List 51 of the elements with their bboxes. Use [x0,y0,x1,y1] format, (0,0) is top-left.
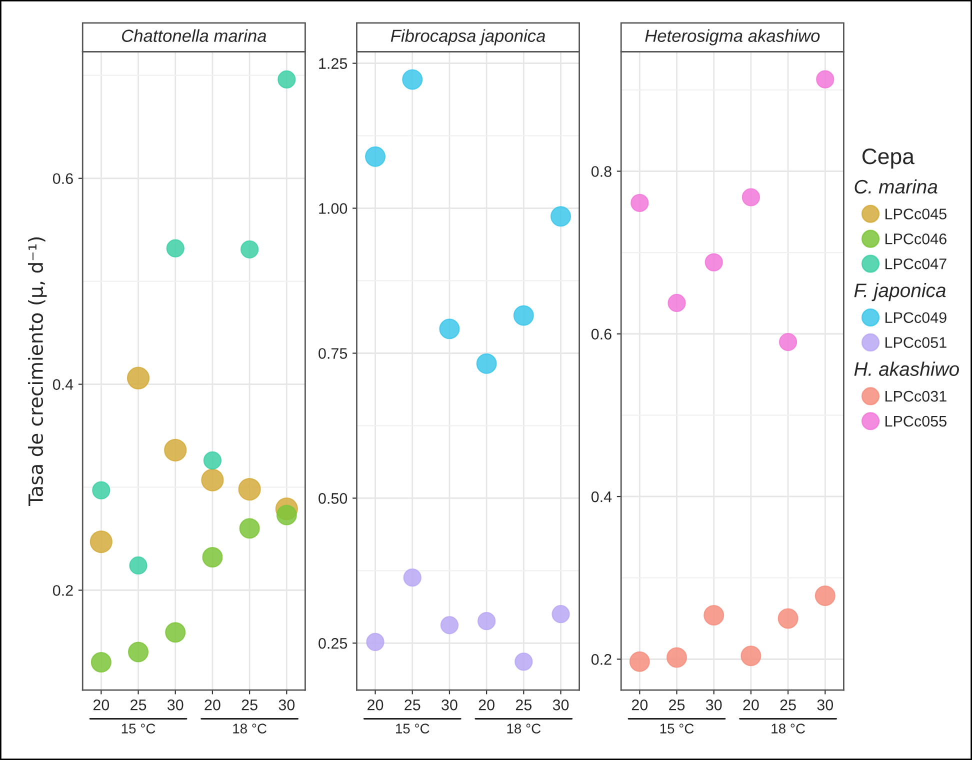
chart-title: Fibrocapsa japonica [390,29,546,46]
x-tick-label: 25 [404,700,420,710]
y-tick-label: 0.6 [591,328,612,340]
x-tick-label: 20 [368,700,384,710]
y-tick-label: 1.00 [319,203,348,214]
y-tick-label: 1.25 [319,58,348,69]
y-tick-label: 0.50 [318,493,348,504]
x-tick-label: 20 [93,700,110,710]
legend-label: LPCc031 [886,390,946,402]
y-axis-title: Tasa de crecimiento (μ, d⁻¹) [28,237,47,506]
y-tick-label: 0.8 [591,166,612,177]
chart-title: Chattonella marina [122,29,266,42]
text: 18 °C [233,724,266,734]
text: 15 °C [122,724,156,734]
x-tick-label: 30 [552,700,569,710]
x-tick-label: 25 [242,700,258,710]
x-tick-label: 25 [130,700,146,710]
y-tick-label: 0.25 [318,638,348,649]
chart-title: Heterosigma akashiwo [645,29,820,46]
legend-label: LPCc046 [886,234,946,244]
legend-label: LPCc055 [886,416,946,427]
text: H. akashiwo [854,362,959,376]
text: 18 °C [772,724,805,734]
legend-label: LPCc045 [886,208,946,220]
x-tick-label: 20 [743,700,759,710]
y-tick-label: 0.2 [52,585,73,596]
x-tick-label: 30 [167,700,184,710]
text: 15 °C [396,724,430,734]
x-tick-label: 20 [204,700,220,710]
y-tick-label: 0.6 [52,173,73,184]
y-tick-label: 0.75 [318,348,348,359]
x-tick-label: 20 [632,700,648,710]
x-tick-label: 30 [442,700,458,710]
y-tick-label: 0.4 [52,379,74,390]
legend-label: LPCc051 [886,337,946,348]
x-tick-label: 25 [516,700,532,710]
text: C. marina [854,179,938,194]
text: 18 °C [507,724,541,734]
legend-label: LPCc049 [886,312,946,324]
x-tick-label: 30 [706,700,722,710]
x-tick-label: 20 [478,700,494,710]
text: 15 °C [660,724,694,734]
x-tick-label: 30 [278,700,295,710]
x-tick-label: 25 [669,700,685,710]
legend-label: LPCc047 [886,258,946,270]
text: F. japonica [854,282,946,302]
legend-title: Cepa [862,148,914,169]
x-tick-label: 30 [817,700,834,710]
y-tick-label: 0.4 [591,491,612,502]
x-tick-label: 25 [780,700,796,710]
y-tick-label: 0.2 [591,654,612,665]
